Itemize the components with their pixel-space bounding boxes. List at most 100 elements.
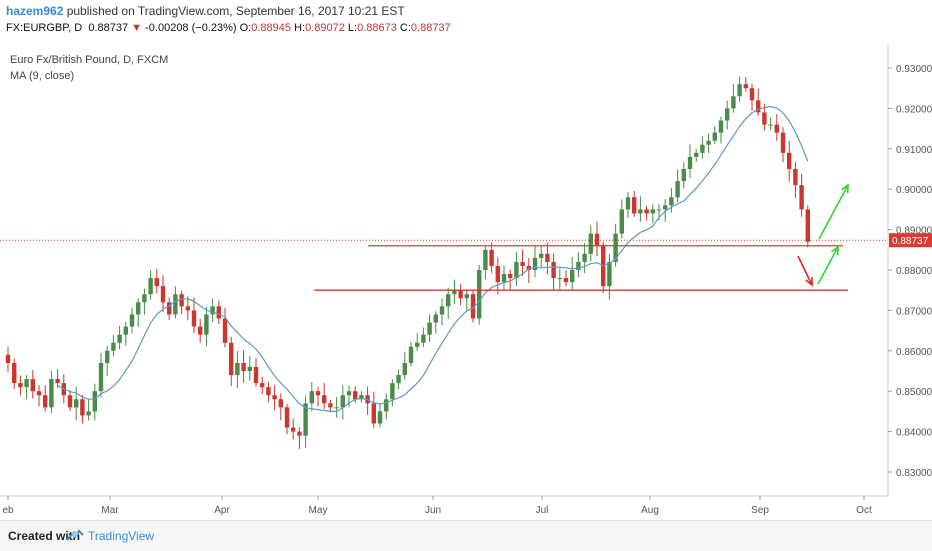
- candle-body: [24, 379, 29, 388]
- candle-body: [514, 261, 519, 279]
- candle-body: [377, 411, 383, 424]
- candle-body: [489, 249, 494, 266]
- current-price-tag: [889, 233, 932, 248]
- candle-body: [43, 395, 48, 408]
- candle-body: [402, 362, 407, 376]
- last-price: 0.88737: [88, 22, 129, 34]
- candle-body: [774, 124, 779, 133]
- author-link[interactable]: hazem962: [6, 4, 64, 18]
- candle-body: [334, 407, 339, 409]
- tradingview-link[interactable]: TradingView: [88, 529, 155, 543]
- close-label: C:: [399, 22, 411, 34]
- candle-body: [557, 278, 562, 280]
- candle-body: [706, 140, 711, 145]
- candle-body: [780, 132, 786, 153]
- candle-body: [204, 314, 209, 335]
- candle-body: [551, 261, 556, 279]
- low-label: L:: [347, 22, 358, 34]
- price-chart[interactable]: 0.93000 0.92000 0.91000 0.90000 0.89000 0.880…: [0, 44, 932, 520]
- candle-body: [415, 342, 420, 347]
- candle-body: [80, 399, 85, 416]
- candle-body: [272, 395, 277, 400]
- x-tick-label: Aug: [641, 505, 659, 516]
- chart-area[interactable]: 0.93000 0.92000 0.91000 0.90000 0.89000 0.880…: [0, 44, 932, 520]
- candle-body: [731, 96, 736, 109]
- candle-body: [86, 411, 91, 416]
- candle-body: [619, 209, 624, 234]
- candle-body: [142, 294, 147, 303]
- candle-body: [129, 314, 135, 327]
- candle-body: [198, 326, 203, 335]
- candle-body: [725, 108, 730, 121]
- candle-body: [408, 346, 414, 363]
- tradingview-logo-icon: [66, 529, 84, 541]
- candle-body: [501, 274, 507, 283]
- candle-body: [278, 399, 283, 408]
- candle-body: [446, 294, 451, 307]
- candle-body: [136, 302, 141, 315]
- candle-body: [570, 270, 575, 283]
- arrow-up-lower-shaft: [817, 246, 839, 285]
- candle-body: [105, 350, 110, 363]
- candle-body: [743, 84, 748, 89]
- candle-body: [576, 261, 581, 270]
- candle-body: [359, 395, 364, 400]
- candle-body: [67, 395, 73, 408]
- candle-body: [508, 274, 513, 279]
- candle-body: [111, 342, 116, 351]
- created-with-text: Created with: [8, 529, 81, 543]
- x-tick-label: eb: [2, 505, 14, 516]
- candle-body: [638, 209, 643, 214]
- candle-body: [371, 403, 376, 424]
- chart-title: Euro Fx/British Pound, D, FXCM: [10, 54, 169, 66]
- candle-body: [55, 379, 60, 384]
- arrow-up-upper-shaft: [818, 184, 849, 240]
- candle-body: [5, 354, 11, 363]
- high-label: H:: [294, 22, 306, 34]
- candle-body: [793, 169, 798, 186]
- candle-body: [12, 362, 17, 384]
- candle-body: [18, 383, 23, 388]
- publish-text: published on TradingView.com, September …: [63, 4, 405, 18]
- down-triangle-icon: ▼: [131, 22, 143, 34]
- candle-body: [607, 261, 612, 287]
- candle-body: [353, 391, 358, 400]
- open-value: 0.88945: [251, 22, 291, 34]
- candle-body: [582, 253, 587, 262]
- candle-body: [700, 144, 705, 153]
- candle-body: [315, 391, 321, 396]
- candle-body: [328, 403, 333, 408]
- candle-body: [148, 278, 153, 295]
- candle-body: [229, 342, 234, 376]
- candle-body: [74, 399, 79, 408]
- low-value: 0.88673: [357, 22, 397, 34]
- candle-body: [675, 181, 680, 198]
- arrow-down-head: [805, 276, 813, 287]
- candle-body: [687, 156, 693, 169]
- x-tick-label: Oct: [856, 505, 872, 516]
- candle-body: [433, 314, 438, 323]
- candle-body: [123, 326, 128, 335]
- y-tick-label: 0.89000: [896, 226, 932, 237]
- high-value: 0.89072: [305, 22, 345, 34]
- y-tick-label: 0.86000: [896, 347, 932, 358]
- header: hazem962 published on TradingView.com, S…: [0, 0, 932, 40]
- y-tick-label: 0.87000: [896, 306, 932, 317]
- candle-body: [179, 294, 184, 307]
- candle-body: [167, 302, 172, 315]
- candle-body: [284, 407, 290, 428]
- candle-body: [222, 318, 228, 343]
- candle-body: [384, 399, 389, 412]
- current-price-label: 0.88737: [892, 236, 929, 247]
- candle-body: [749, 88, 755, 101]
- candle-body: [253, 366, 259, 384]
- candle-body: [762, 112, 767, 125]
- y-tick-label: 0.84000: [896, 428, 932, 439]
- y-tick-label: 0.93000: [896, 64, 932, 75]
- x-tick-label: May: [309, 505, 328, 516]
- candle-body: [718, 120, 724, 133]
- candle-body: [663, 205, 668, 210]
- candle-body: [117, 334, 122, 343]
- candle-body: [396, 375, 401, 384]
- candle-body: [427, 322, 432, 335]
